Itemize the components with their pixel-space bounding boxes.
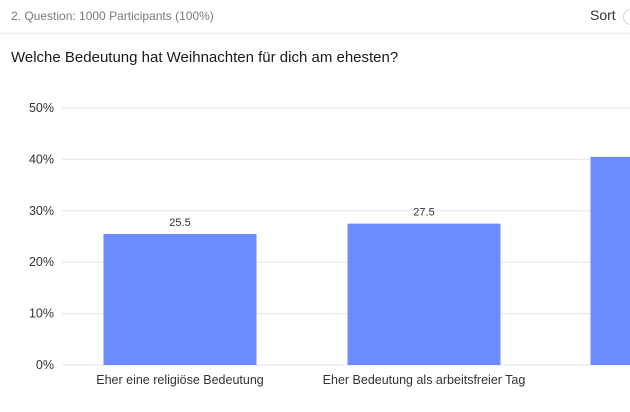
- y-tick-label: 0%: [36, 358, 54, 372]
- category-label: Eher eine religiöse Bedeutung: [96, 373, 264, 387]
- category-labels: Eher eine religiöse Bedeutung Eher Bedeut…: [96, 373, 526, 387]
- y-tick-label: 40%: [29, 152, 54, 166]
- top-bar: 2. Question: 1000 Participants (100%) So…: [0, 0, 630, 34]
- category-label: Eher Bedeutung als arbeitsfreier Tag: [323, 373, 526, 387]
- y-axis-tick-labels: 0% 10% 20% 30% 40% 50%: [29, 101, 54, 372]
- bar: [590, 156, 630, 365]
- y-tick-label: 50%: [29, 101, 54, 115]
- question-title: Welche Bedeutung hat Weihnachten für dic…: [11, 49, 399, 66]
- y-tick-label: 10%: [29, 307, 54, 321]
- y-tick-label: 30%: [29, 204, 54, 218]
- sort-button[interactable]: Sort: [590, 7, 616, 23]
- bars: [103, 156, 630, 365]
- bar: [347, 223, 501, 365]
- question-meta: 2. Question: 1000 Participants (100%): [11, 9, 214, 23]
- y-tick-label: 20%: [29, 255, 54, 269]
- data-label: 27.5: [413, 207, 434, 219]
- data-label: 25.5: [169, 217, 190, 229]
- bar: [103, 233, 257, 365]
- data-labels: 25.5 27.5: [169, 207, 434, 229]
